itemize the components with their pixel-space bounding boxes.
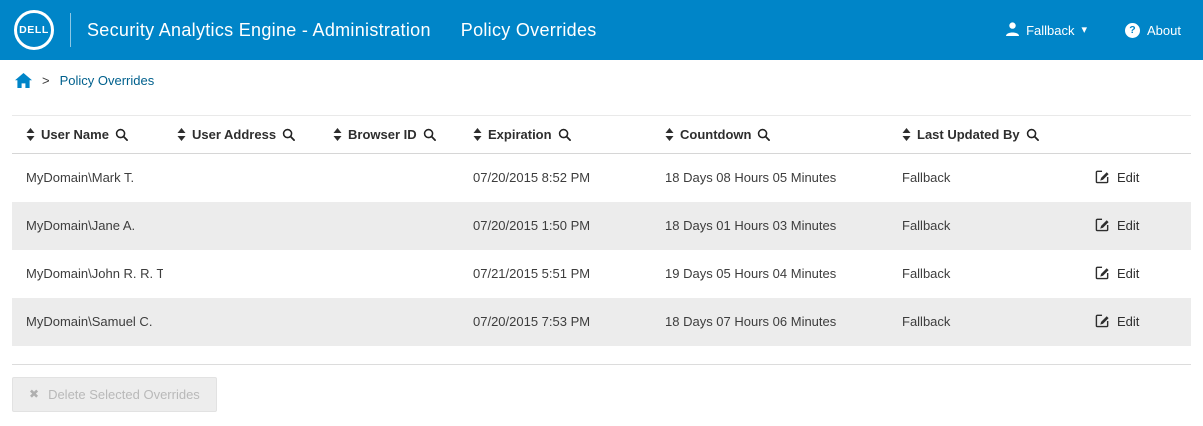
table-header-row: User Name User Address Browser ID Expira…	[12, 115, 1191, 154]
app-title: Security Analytics Engine - Administrati…	[87, 19, 431, 40]
sort-icon[interactable]	[26, 128, 35, 141]
cell-countdown: 18 Days 08 Hours 05 Minutes	[665, 170, 837, 186]
user-menu-label: Fallback	[1026, 22, 1075, 38]
edit-button[interactable]: Edit	[1095, 265, 1139, 283]
cell-browser-id	[319, 250, 459, 298]
cell-countdown: 18 Days 01 Hours 03 Minutes	[665, 218, 837, 233]
user-menu[interactable]: Fallback ▾	[1006, 21, 1088, 39]
cell-actions: Edit	[1081, 250, 1191, 298]
sort-icon[interactable]	[665, 128, 674, 141]
dell-logo: DELL	[14, 10, 54, 50]
cell-expiration: 07/21/2015 5:51 PM	[473, 266, 591, 281]
column-label: Expiration	[488, 127, 552, 142]
cell-user-address	[163, 298, 319, 346]
column-header-user-name[interactable]: User Name	[12, 115, 163, 154]
search-icon[interactable]	[115, 128, 128, 141]
home-icon[interactable]	[15, 72, 32, 88]
search-icon[interactable]	[1026, 128, 1039, 141]
cell-actions: Edit	[1081, 298, 1191, 346]
x-icon: ✖	[29, 387, 40, 401]
delete-button-label: Delete Selected Overrides	[48, 386, 200, 402]
cell-browser-id	[319, 154, 459, 202]
column-header-actions	[1081, 115, 1191, 154]
footer-action-bar: ✖ Delete Selected Overrides	[12, 363, 1191, 412]
cell-user-address	[163, 154, 319, 202]
edit-icon	[1095, 217, 1110, 235]
user-icon	[1006, 21, 1020, 39]
cell-user-address	[163, 202, 319, 250]
cell-actions: Edit	[1081, 202, 1191, 250]
cell-last-updated-by: Fallback	[902, 218, 951, 233]
sort-icon[interactable]	[473, 128, 482, 141]
cell-user-name: MyDomain\Samuel C.	[26, 314, 153, 329]
about-label: About	[1147, 22, 1181, 38]
brand-divider	[70, 13, 71, 47]
table-row: MyDomain\Jane A. 07/20/2015 1:50 PM 18 D…	[12, 201, 1191, 250]
chevron-down-icon: ▾	[1081, 23, 1088, 36]
cell-browser-id	[319, 298, 459, 346]
edit-icon	[1095, 313, 1110, 331]
table-row: MyDomain\John R. R. T. 07/21/2015 5:51 P…	[12, 250, 1191, 298]
page-title-header: Policy Overrides	[460, 19, 597, 40]
edit-button[interactable]: Edit	[1095, 217, 1139, 235]
search-icon[interactable]	[282, 128, 296, 141]
edit-label: Edit	[1117, 266, 1140, 281]
column-header-user-address[interactable]: User Address	[163, 115, 319, 154]
cell-expiration: 07/20/2015 7:53 PM	[473, 314, 591, 329]
help-icon: ?	[1125, 22, 1141, 38]
cell-last-updated-by: Fallback	[902, 170, 951, 186]
column-header-browser-id[interactable]: Browser ID	[319, 115, 459, 154]
sort-icon[interactable]	[177, 128, 186, 141]
search-icon[interactable]	[423, 128, 436, 141]
main-content: User Name User Address Browser ID Expira…	[0, 115, 1203, 346]
cell-expiration: 07/20/2015 1:50 PM	[473, 218, 591, 233]
cell-browser-id	[319, 202, 459, 250]
overrides-table: User Name User Address Browser ID Expira…	[12, 115, 1191, 346]
dell-logo-text: DELL	[19, 24, 49, 36]
edit-label: Edit	[1117, 314, 1140, 329]
column-header-expiration[interactable]: Expiration	[459, 115, 651, 154]
cell-user-name: MyDomain\Jane A.	[26, 218, 136, 233]
cell-expiration: 07/20/2015 8:52 PM	[473, 170, 591, 186]
column-label: User Name	[41, 127, 109, 142]
breadcrumb: > Policy Overrides	[0, 60, 1203, 100]
top-bar: DELL Security Analytics Engine - Adminis…	[0, 0, 1203, 60]
cell-user-name: MyDomain\Mark T.	[26, 170, 135, 186]
column-label: User Address	[192, 127, 277, 142]
column-header-last-updated-by[interactable]: Last Updated By	[888, 115, 1081, 154]
cell-user-address	[163, 250, 319, 298]
edit-icon	[1095, 169, 1110, 187]
sort-icon[interactable]	[333, 128, 342, 141]
sort-icon[interactable]	[902, 128, 911, 141]
about-button[interactable]: ? About	[1125, 22, 1181, 38]
cell-countdown: 18 Days 07 Hours 06 Minutes	[665, 314, 837, 329]
edit-button[interactable]: Edit	[1095, 313, 1139, 331]
cell-countdown: 19 Days 05 Hours 04 Minutes	[665, 266, 837, 281]
column-label: Last Updated By	[917, 127, 1020, 142]
cell-actions: Edit	[1081, 154, 1191, 202]
breadcrumb-policy-overrides[interactable]: Policy Overrides	[59, 72, 155, 88]
cell-user-name: MyDomain\John R. R. T.	[26, 266, 163, 281]
table-row: MyDomain\Samuel C. 07/20/2015 7:53 PM 18…	[12, 297, 1191, 346]
edit-icon	[1095, 265, 1110, 283]
table-row: MyDomain\Mark T. 07/20/2015 8:52 PM 18 D…	[12, 154, 1191, 202]
column-label: Browser ID	[348, 127, 417, 142]
column-header-countdown[interactable]: Countdown	[651, 115, 888, 154]
search-icon[interactable]	[558, 128, 571, 141]
edit-label: Edit	[1117, 170, 1140, 186]
breadcrumb-separator: >	[42, 72, 50, 88]
cell-last-updated-by: Fallback	[902, 314, 951, 329]
cell-last-updated-by: Fallback	[902, 266, 951, 281]
column-label: Countdown	[680, 127, 752, 142]
search-icon[interactable]	[757, 128, 771, 141]
edit-label: Edit	[1117, 218, 1140, 233]
edit-button[interactable]: Edit	[1095, 169, 1139, 187]
delete-selected-button[interactable]: ✖ Delete Selected Overrides	[12, 376, 217, 412]
